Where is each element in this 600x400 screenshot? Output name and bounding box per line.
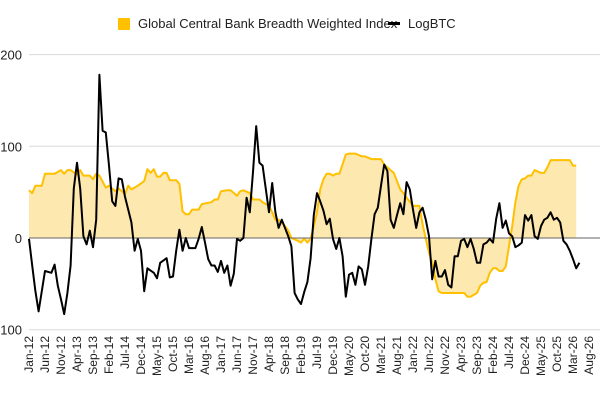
- x-tick-label: Jan-22: [406, 336, 420, 373]
- series-area-fill: [29, 153, 577, 297]
- x-tick-label: Apr-18: [262, 336, 276, 372]
- x-tick-label: Oct-25: [550, 336, 564, 372]
- x-tick-label: Nov-12: [54, 336, 68, 375]
- x-tick-label: Dec-14: [134, 336, 148, 375]
- x-tick-label: Feb-24: [486, 336, 500, 374]
- x-tick-label: Jul-19: [310, 336, 324, 369]
- x-tick-label: Sep-18: [278, 336, 292, 375]
- x-tick-label: Aug-16: [198, 336, 212, 375]
- x-tick-label: Jul-24: [502, 336, 516, 369]
- legend-line-black-icon: [388, 22, 400, 25]
- x-tick-label: Apr-23: [454, 336, 468, 372]
- x-tick-label: Nov-17: [246, 336, 260, 375]
- x-tick-label: Apr-13: [70, 336, 84, 372]
- x-tick-label: Mar-16: [182, 336, 196, 374]
- x-tick-label: Mar-21: [374, 336, 388, 374]
- x-tick-label: Dec-24: [518, 336, 532, 375]
- x-tick-label: Jun-17: [230, 336, 244, 373]
- x-tick-label: May-15: [150, 336, 164, 376]
- y-tick-label: 0: [15, 231, 22, 246]
- line-layer: [28, 73, 581, 316]
- legend-item-cb-index[interactable]: Global Central Bank Breadth Weighted Ind…: [118, 16, 397, 31]
- x-tick-label: Jan-17: [214, 336, 228, 373]
- y-axis-ticks: 200 100 0 -100: [0, 48, 22, 338]
- area-layer: [28, 152, 577, 298]
- x-tick-label: May-20: [342, 336, 356, 376]
- x-tick-label: Feb-14: [102, 336, 116, 374]
- y-tick-label: -100: [0, 323, 22, 338]
- y-tick-label: 100: [0, 139, 22, 154]
- gridlines: [29, 54, 600, 331]
- x-tick-label: Oct-15: [166, 336, 180, 372]
- x-tick-label: Feb-19: [294, 336, 308, 374]
- legend-label: LogBTC: [408, 16, 456, 31]
- x-tick-label: Dec-19: [326, 336, 340, 375]
- legend-item-logbtc[interactable]: LogBTC: [388, 16, 456, 31]
- x-tick-label: Mar-26: [566, 336, 580, 374]
- series-line-logbtc: [28, 73, 581, 316]
- x-tick-label: Jun-22: [422, 336, 436, 373]
- legend: Global Central Bank Breadth Weighted Ind…: [0, 16, 600, 36]
- x-tick-label: Aug-26: [582, 336, 596, 375]
- x-tick-label: Jul-14: [118, 336, 132, 369]
- x-tick-label: Sep-13: [86, 336, 100, 375]
- x-tick-label: Sep-23: [470, 336, 484, 375]
- legend-label: Global Central Bank Breadth Weighted Ind…: [138, 16, 398, 31]
- x-tick-label: Jun-12: [38, 336, 52, 373]
- legend-swatch-yellow-icon: [118, 17, 130, 30]
- series-line-cb-index: [28, 152, 577, 298]
- x-tick-label: May-25: [534, 336, 548, 376]
- x-tick-label: Jan-12: [22, 336, 36, 373]
- y-tick-label: 200: [0, 48, 22, 63]
- x-tick-label: Nov-22: [438, 336, 452, 375]
- x-axis-ticks: Jan-12 Jun-12 Nov-12 Apr-13 Sep-13 Feb-14 Jul-…: [22, 336, 596, 376]
- x-tick-label: Oct-20: [358, 336, 372, 372]
- x-tick-label: Aug-21: [390, 336, 404, 375]
